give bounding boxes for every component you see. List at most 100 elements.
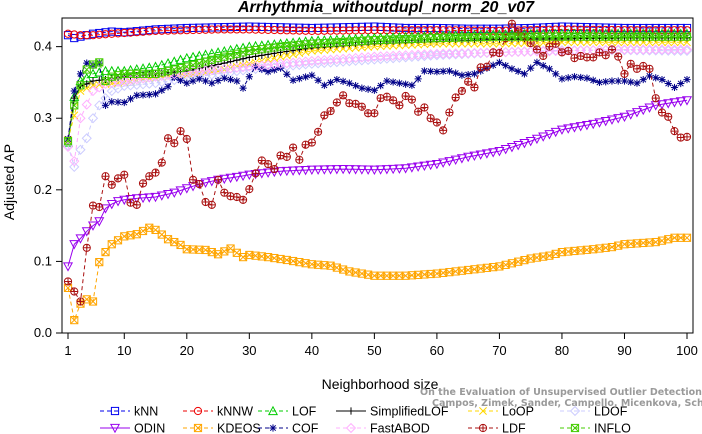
point-knnw (207, 25, 216, 34)
point-knnw (220, 25, 229, 34)
point-cof (495, 58, 504, 66)
x-tick-label: 10 (117, 343, 131, 358)
point-cof (433, 68, 441, 76)
series-ldof (62, 45, 693, 173)
x-tick-label: 40 (305, 343, 319, 358)
point-odin (625, 110, 636, 120)
point-inflo (95, 58, 104, 67)
point-knnw (332, 26, 341, 35)
point-fastabod (87, 85, 99, 97)
point-cof (126, 95, 135, 103)
point-ldf (339, 91, 348, 100)
point-odin (94, 217, 105, 227)
legend-item-odin: ODIN (100, 422, 165, 434)
point-odin (538, 132, 549, 142)
point-loop (514, 39, 523, 48)
legend-label-knnw: kNNW (217, 405, 253, 419)
point-odin (381, 165, 392, 175)
point-cof (352, 82, 360, 90)
point-odin (638, 105, 649, 116)
point-knnw (432, 26, 441, 35)
legend-marker-lof (267, 405, 279, 416)
point-ldof (81, 133, 92, 144)
point-ldf (495, 48, 504, 58)
point-ldf (657, 108, 667, 117)
point-lof (219, 45, 230, 56)
point-ldf (213, 175, 223, 184)
point-odin (388, 164, 399, 175)
point-loop (507, 39, 516, 48)
point-odin (675, 97, 686, 107)
point-ldf (332, 98, 341, 107)
point-knnw (151, 26, 160, 35)
point-loop (520, 39, 529, 48)
point-cof (189, 77, 197, 85)
point-ldf (270, 164, 279, 174)
point-odin (663, 99, 674, 109)
point-odin (606, 115, 618, 125)
point-odin (456, 154, 467, 164)
point-odin (238, 171, 249, 182)
point-cof (151, 90, 160, 98)
point-odin (294, 166, 305, 176)
point-ldf (314, 127, 323, 136)
point-cof (101, 101, 110, 109)
point-cof (333, 75, 341, 84)
point-ldf (245, 185, 254, 194)
point-kdeos (101, 248, 110, 257)
x-tick-label: 90 (617, 343, 631, 358)
point-ldf (382, 92, 391, 101)
point-ldf (257, 156, 266, 165)
point-ldf (120, 170, 129, 179)
point-odin (331, 165, 342, 175)
point-odin (681, 96, 693, 106)
point-ldof (75, 144, 86, 155)
x-tick-label: 80 (555, 343, 569, 358)
point-knnw (63, 29, 73, 38)
point-knnw (238, 25, 248, 34)
point-odin (350, 165, 361, 175)
point-inflo (63, 137, 73, 146)
point-cof (514, 67, 522, 75)
point-cof (595, 78, 604, 87)
point-cof (158, 86, 166, 94)
series-kdeos (63, 223, 692, 325)
point-cof (164, 83, 172, 91)
legend-label-lof: LOF (292, 405, 317, 419)
point-odin (206, 177, 217, 187)
point-ldf (420, 103, 429, 112)
legend-item-fastabod: FastABOD (336, 422, 430, 434)
point-ldf (132, 200, 141, 209)
point-knnw (195, 25, 204, 34)
point-ldf (151, 168, 160, 177)
point-ldf (157, 158, 166, 167)
point-cof (314, 76, 322, 84)
point-odin (87, 221, 99, 231)
point-odin (419, 161, 430, 172)
point-cof (664, 79, 672, 88)
point-cof (408, 81, 416, 89)
point-ldf (357, 102, 366, 111)
point-cof (95, 59, 103, 67)
point-odin (600, 116, 611, 127)
point-cof (583, 74, 591, 82)
point-odin (481, 149, 492, 159)
point-knnw (132, 28, 141, 37)
point-ldf (432, 118, 441, 127)
legend-label-loop: LoOP (502, 405, 534, 419)
point-knnw (476, 26, 485, 35)
point-cof (70, 87, 78, 95)
point-cof (220, 74, 228, 82)
point-odin (500, 145, 511, 155)
legend-item-ldof: LDOF (560, 405, 628, 419)
y-tick-label: 0.4 (34, 39, 52, 54)
point-knnw (70, 30, 79, 39)
point-lof (169, 56, 180, 66)
point-loop (320, 46, 329, 55)
point-knnw (101, 30, 110, 39)
point-cof (170, 73, 178, 82)
point-ldf (539, 51, 548, 61)
legend-marker-ldof (569, 405, 581, 417)
point-ldf (401, 91, 410, 101)
